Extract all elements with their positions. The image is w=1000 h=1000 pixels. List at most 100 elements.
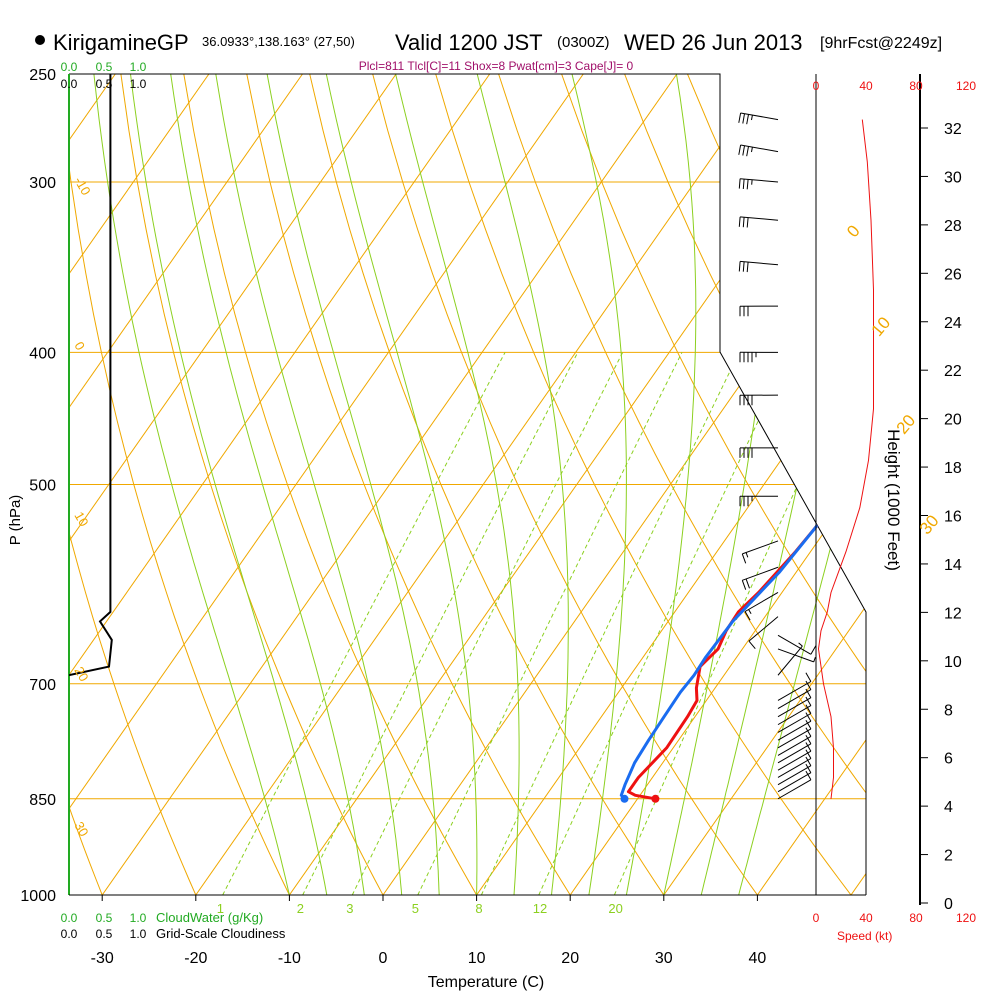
moist-adiabat-line	[325, 74, 478, 895]
wind-barb-flag	[805, 688, 812, 698]
mixing-ratio-label: 1	[217, 901, 224, 916]
isotherm-label: 10	[868, 313, 895, 340]
wind-barb-staff	[742, 540, 779, 555]
wind-barb-half	[745, 552, 749, 558]
dry-adiabat-line	[246, 74, 571, 895]
wind-barb-flag	[746, 262, 749, 273]
moist-adiabat-line	[625, 74, 697, 895]
wind-barb-staff	[777, 645, 803, 676]
height-tick-label: 10	[944, 654, 962, 671]
isotherm-line	[101, 74, 678, 895]
mixing-ratio-line	[613, 352, 860, 895]
mixing-ratio-line	[222, 352, 506, 895]
wind-barb-staff	[777, 735, 812, 756]
moist-adiabat-line	[130, 74, 328, 895]
height-axis-title: Height (1000 Feet)	[884, 429, 903, 571]
y-tick-label: 250	[29, 67, 56, 84]
wind-barb-flag	[742, 145, 745, 156]
wind-barb-flag	[805, 719, 812, 730]
wind-barb-staff	[740, 112, 779, 121]
wind-panel	[738, 74, 928, 905]
wind-speed-tick: 0	[813, 79, 820, 93]
wind-barb-staff	[777, 758, 812, 778]
height-tick-label: 28	[944, 218, 962, 235]
wind-barb-half	[813, 657, 816, 663]
wind-barb-flag	[805, 680, 812, 690]
wind-speed-tick: 40	[859, 911, 873, 925]
wind-barb-staff	[740, 178, 779, 183]
y-tick-label: 400	[29, 345, 56, 362]
mixing-ratio-label: 3	[346, 901, 353, 916]
x-tick-label: 30	[655, 950, 673, 967]
mixing-ratio-label: 5	[412, 901, 419, 916]
dewpoint-trace	[619, 108, 866, 800]
dry-adiabat-line	[69, 74, 197, 895]
wind-barb-flag	[741, 580, 747, 590]
mixing-ratio-line	[480, 352, 740, 895]
y-tick-label: 850	[29, 792, 56, 809]
wind-barb-half	[751, 147, 753, 153]
wind-barb-flag	[805, 727, 812, 737]
wind-barb-flag	[742, 261, 745, 272]
cloudwater-tick: 0.0	[61, 60, 78, 74]
wind-barb-flag	[805, 696, 812, 706]
wind-barb-flag	[810, 645, 817, 655]
moist-adiabat-line	[476, 74, 569, 895]
wind-barb-staff	[740, 144, 779, 153]
height-tick-label: 8	[944, 702, 953, 719]
x-tick-label: 10	[468, 950, 486, 967]
height-tick-label: 6	[944, 751, 953, 768]
isotherm-line	[945, 74, 1000, 895]
height-tick-label: 26	[944, 266, 962, 283]
mixing-ratio-label: 12	[533, 901, 547, 916]
dry-adiabat-label: 0	[71, 339, 88, 353]
wind-barb-flag	[738, 261, 741, 272]
x-tick-label: -30	[91, 950, 114, 967]
wind-speed-profile	[817, 119, 874, 799]
wind-barb-staff	[740, 260, 779, 266]
wind-barb-flag	[744, 611, 751, 621]
wind-barb-staff	[777, 779, 812, 800]
mixing-ratio-line	[351, 352, 624, 895]
moist-adiabat-line	[215, 74, 403, 895]
dry-adiabat-line	[435, 74, 852, 895]
isotherm-line	[476, 74, 866, 895]
wind-barb-staff	[777, 705, 812, 726]
cloudiness-tick: 0.5	[96, 77, 113, 91]
cloudiness-profile	[69, 74, 113, 677]
wind-barb-flag	[805, 756, 812, 766]
x-axis-title: Temperature (C)	[428, 974, 544, 991]
dry-adiabat-line	[372, 74, 758, 895]
dry-adiabat-line	[69, 74, 290, 895]
wind-barb-flag	[805, 749, 812, 759]
wind-barb-staff	[748, 616, 779, 642]
wind-barb-staff	[777, 772, 812, 793]
stability-indices: Plcl=811 Tlcl[C]=11 Shox=8 Pwat[cm]=3 Ca…	[359, 59, 634, 73]
mixing-ratio-line	[417, 352, 683, 895]
wind-barb-flag	[738, 144, 742, 155]
dry-adiabat-label: 20	[71, 664, 91, 684]
wind-barb-staff	[777, 720, 812, 741]
height-tick-label: 4	[944, 799, 953, 816]
x-tick-label: 0	[379, 950, 388, 967]
isotherm-line	[69, 74, 210, 895]
wind-barb-flag	[745, 578, 750, 589]
moist-adiabat-line	[93, 74, 290, 895]
cloudwater-tick: 0.5	[96, 60, 113, 74]
wind-barb-flag	[805, 734, 812, 745]
height-tick-label: 14	[944, 557, 962, 574]
wind-barb-flag	[746, 146, 749, 157]
x-tick-label: -20	[184, 950, 207, 967]
y-tick-label: 700	[29, 677, 56, 694]
wind-barb-flag	[738, 112, 742, 123]
dry-adiabat-line	[813, 74, 866, 895]
dry-adiabat-line	[561, 74, 866, 895]
station-name: KirigamineGP	[53, 30, 189, 55]
cloudiness-tick: 0.0	[61, 77, 78, 91]
cloudiness-tick: 0.0	[61, 927, 78, 941]
isotherm-line	[0, 74, 22, 895]
wind-speed-tick: 40	[859, 79, 873, 93]
mixing-ratio-line	[538, 352, 792, 895]
valid-zulu: (0300Z)	[557, 34, 610, 51]
y-axis-title: P (hPa)	[7, 495, 24, 546]
